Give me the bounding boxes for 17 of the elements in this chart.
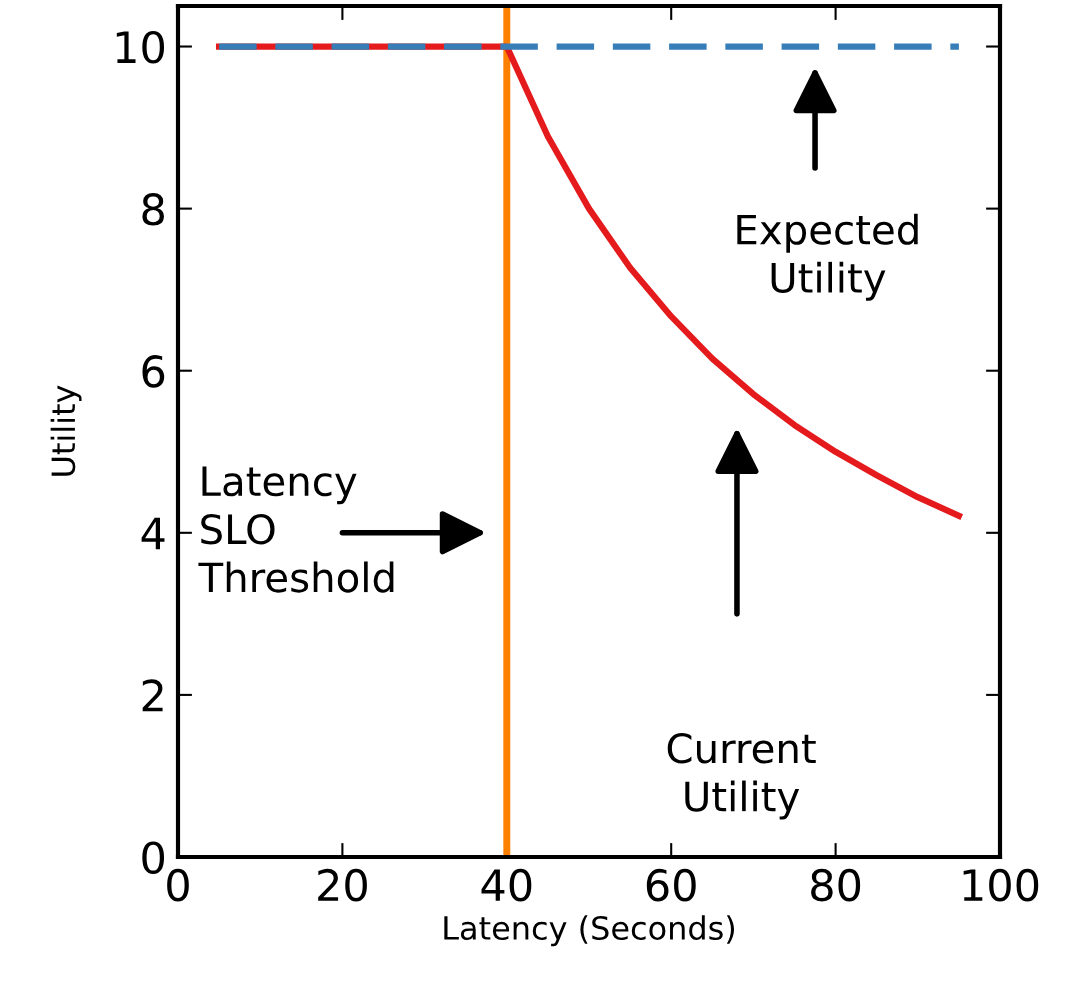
x-tick-label: 40 <box>481 868 532 902</box>
y-tick-label: 2 <box>142 679 163 712</box>
y-tick-label: 8 <box>142 193 164 226</box>
y-tick-label: 4 <box>141 517 165 550</box>
x-tick-label: 0 <box>167 868 189 902</box>
annotation: Current Utility <box>667 733 816 820</box>
y-tick-label: 0 <box>142 841 165 874</box>
y-axis-title: Utility <box>50 385 82 476</box>
x-tick-label: 100 <box>963 868 1039 902</box>
y-tick-label: 6 <box>142 355 165 388</box>
x-tick-label: 80 <box>811 868 861 902</box>
y-tick-label: 10 <box>116 30 165 64</box>
x-axis-title: Latency (Seconds) <box>444 915 735 947</box>
x-tick-label: 60 <box>646 868 696 902</box>
annotation: Expected Utility <box>737 213 918 301</box>
x-tick-label: 20 <box>318 868 367 902</box>
annotation: Latency SLO Threshold <box>198 466 394 593</box>
